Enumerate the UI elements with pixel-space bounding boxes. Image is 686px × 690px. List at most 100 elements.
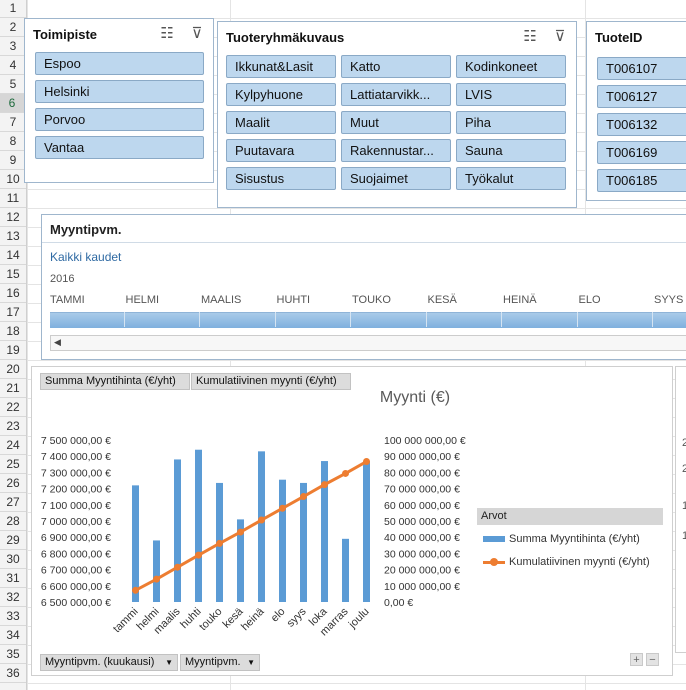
- slicer-item[interactable]: Espoo: [35, 52, 204, 75]
- slicer-item[interactable]: T006127: [597, 85, 686, 108]
- row-header-cell[interactable]: 18: [0, 322, 26, 341]
- row-header-cell[interactable]: 36: [0, 664, 26, 683]
- slicer-item[interactable]: Suojaimet: [341, 167, 451, 190]
- slicer-item[interactable]: Muut: [341, 111, 451, 134]
- axis-field-button-kuukausi[interactable]: Myyntipvm. (kuukausi) ▼: [40, 654, 178, 671]
- slicer-item[interactable]: Puutavara: [226, 139, 336, 162]
- x-tick-label: touko: [197, 606, 225, 634]
- row-header-cell[interactable]: 27: [0, 493, 26, 512]
- row-header-cell[interactable]: 3: [0, 37, 26, 56]
- slicer-item[interactable]: Sisustus: [226, 167, 336, 190]
- row-header-cell[interactable]: 2: [0, 18, 26, 37]
- slicer-item[interactable]: Helsinki: [35, 80, 204, 103]
- timeline-month-label[interactable]: HEINÄ: [503, 294, 537, 306]
- timeline-month-label[interactable]: MAALIS: [201, 294, 242, 306]
- slicer-item[interactable]: T006132: [597, 113, 686, 136]
- timeline-period-label: Kaikki kaudet: [50, 250, 122, 264]
- y-left-tick-label: 7 200 000,00 €: [41, 484, 111, 496]
- multiselect-icon[interactable]: ☷: [523, 28, 537, 45]
- row-header-cell[interactable]: 21: [0, 379, 26, 398]
- row-header-cell[interactable]: 32: [0, 588, 26, 607]
- row-header-cell[interactable]: 29: [0, 531, 26, 550]
- row-header-cell[interactable]: 10: [0, 170, 26, 189]
- slicer-item[interactable]: Työkalut: [456, 167, 566, 190]
- row-header-cell[interactable]: 35: [0, 645, 26, 664]
- row-header-cell[interactable]: 15: [0, 265, 26, 284]
- row-header-cell[interactable]: 12: [0, 208, 26, 227]
- row-header-cell[interactable]: 6: [0, 94, 26, 113]
- axis-field-button-myyntipvm[interactable]: Myyntipvm. ▼: [180, 654, 260, 671]
- timeline-month-label[interactable]: ELO: [578, 294, 601, 306]
- slicer-item[interactable]: Lattiatarvikk...: [341, 83, 451, 106]
- y-left-tick-label: 6 900 000,00 €: [41, 532, 111, 544]
- slicer-item[interactable]: LVIS: [456, 83, 566, 106]
- bar-heinä: [258, 451, 265, 602]
- slicer-item[interactable]: Vantaa: [35, 136, 204, 159]
- y-left-tick-label: 6 500 000,00 €: [41, 597, 111, 609]
- slicer-item[interactable]: Sauna: [456, 139, 566, 162]
- row-header-cell[interactable]: 7: [0, 113, 26, 132]
- slicer-item[interactable]: Kylpyhuone: [226, 83, 336, 106]
- line-point-joulu: [363, 458, 370, 466]
- row-header-cell[interactable]: 31: [0, 569, 26, 588]
- row-header-cell[interactable]: 25: [0, 455, 26, 474]
- slicer-item[interactable]: T006169: [597, 141, 686, 164]
- timeline-month-label[interactable]: TAMMI: [50, 294, 85, 306]
- row-header-cell[interactable]: 20: [0, 360, 26, 379]
- timeline-bar[interactable]: [50, 312, 686, 328]
- timeline-month-label[interactable]: TOUKO: [352, 294, 391, 306]
- timeline-month-label[interactable]: KESÄ: [427, 294, 457, 306]
- expand-field-button[interactable]: +: [630, 653, 643, 666]
- row-header-cell[interactable]: 16: [0, 284, 26, 303]
- row-header-cell[interactable]: 8: [0, 132, 26, 151]
- row-header-cell[interactable]: 14: [0, 246, 26, 265]
- slicer-item[interactable]: T006107: [597, 57, 686, 80]
- timeline-scrollbar[interactable]: ◀: [50, 335, 686, 351]
- row-header-cell[interactable]: 26: [0, 474, 26, 493]
- row-header-cell[interactable]: 4: [0, 56, 26, 75]
- row-header-cell[interactable]: 5: [0, 75, 26, 94]
- slicer-item[interactable]: Maalit: [226, 111, 336, 134]
- slicer-item[interactable]: Katto: [341, 55, 451, 78]
- y-right-tick-label: 60 000 000,00 €: [384, 500, 460, 512]
- timeline-month-label[interactable]: HUHTI: [276, 294, 311, 306]
- row-header-cell[interactable]: 9: [0, 151, 26, 170]
- timeline-month-label[interactable]: SYYS: [654, 294, 684, 306]
- row-header-cell[interactable]: 11: [0, 189, 26, 208]
- field-button-value1[interactable]: Summa Myyntihinta (€/yht): [40, 373, 190, 390]
- row-header-cell[interactable]: 13: [0, 227, 26, 246]
- row-header-cell[interactable]: 22: [0, 398, 26, 417]
- pivot-chart[interactable]: Summa Myyntihinta (€/yht) Kumulatiivinen…: [31, 366, 673, 676]
- slicer-item[interactable]: Kodinkoneet: [456, 55, 566, 78]
- y-right-tick-label: 30 000 000,00 €: [384, 548, 460, 560]
- slicer-item[interactable]: Rakennustar...: [341, 139, 451, 162]
- row-header-cell[interactable]: 33: [0, 607, 26, 626]
- row-header-cell[interactable]: 30: [0, 550, 26, 569]
- row-header-cell[interactable]: 1: [0, 0, 26, 18]
- timeline-month-tick: [501, 312, 502, 327]
- clear-filter-icon[interactable]: ⊽: [554, 28, 566, 45]
- x-tick-label: tammi: [111, 606, 141, 636]
- y-right-tick-label: 50 000 000,00 €: [384, 516, 460, 528]
- axis-field-label: Myyntipvm. (kuukausi): [45, 656, 155, 668]
- row-header-cell[interactable]: 34: [0, 626, 26, 645]
- collapse-field-button[interactable]: −: [646, 653, 659, 666]
- legend-bar-swatch: [483, 536, 505, 543]
- line-point-maalis: [174, 563, 181, 571]
- y-right-tick-label: 90 000 000,00 €: [384, 451, 460, 463]
- slicer-item[interactable]: Ikkunat&Lasit: [226, 55, 336, 78]
- slicer-item[interactable]: Piha: [456, 111, 566, 134]
- row-header-cell[interactable]: 19: [0, 341, 26, 360]
- slicer-item[interactable]: Porvoo: [35, 108, 204, 131]
- clear-filter-icon[interactable]: ⊽: [191, 25, 203, 42]
- scroll-left-icon[interactable]: ◀: [54, 337, 61, 347]
- row-header-cell[interactable]: 17: [0, 303, 26, 322]
- row-header-cell[interactable]: 24: [0, 436, 26, 455]
- timeline-month-label[interactable]: HELMI: [125, 294, 160, 306]
- slicer-item[interactable]: T006185: [597, 169, 686, 192]
- field-button-value2[interactable]: Kumulatiivinen myynti (€/yht): [191, 373, 351, 390]
- row-header-cell[interactable]: 28: [0, 512, 26, 531]
- line-point-elo: [279, 504, 286, 512]
- multiselect-icon[interactable]: ☷: [160, 25, 174, 42]
- row-header-cell[interactable]: 23: [0, 417, 26, 436]
